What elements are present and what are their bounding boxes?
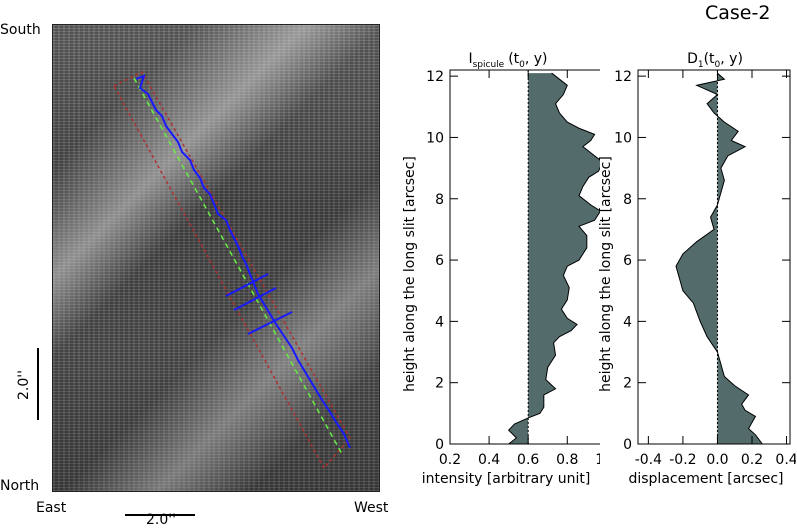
intensity-plot: Ispicule(t0, y) 0.2 0.4 0.6 0.8 1.0 0 2 4 6 8 10 12… — [402, 51, 600, 487]
spicule-box-outline — [112, 71, 351, 470]
y-tick-label: 0 — [623, 437, 632, 453]
cut-line-3 — [247, 311, 293, 335]
y-tick-label: 6 — [435, 253, 444, 269]
x-tick-label: -0.4 — [635, 452, 662, 468]
y-tick-label: 2 — [623, 376, 632, 392]
y-tick-label: 10 — [614, 130, 632, 146]
area-fill — [508, 73, 600, 444]
x-tick-label: 0.6 — [517, 452, 539, 468]
case-title: Case-2 — [705, 2, 771, 24]
x-tick-label: 0.4 — [478, 452, 500, 468]
horizontal-scale-label: 2.0'' — [146, 512, 176, 528]
profile-line — [675, 72, 763, 445]
y-tick-label: 12 — [614, 69, 632, 85]
label-east: East — [36, 500, 67, 516]
cut-line-1 — [225, 273, 269, 297]
y-tick-label: 4 — [623, 314, 632, 330]
intensity-xlabel: intensity [arbitrary unit] — [422, 471, 591, 487]
y-tick-label: 6 — [623, 253, 632, 269]
y-tick-label: 12 — [426, 69, 444, 85]
y-tick-label: 4 — [435, 314, 444, 330]
displacement-plot: D1(t0, y) -0.4 -0.2 0.0 0.2 0.4 0 2 4 6 8 10 12 dis… — [598, 51, 796, 487]
spicule-image — [52, 24, 380, 492]
label-north: North — [0, 478, 40, 494]
x-tick-label: 0.2 — [439, 452, 461, 468]
image-overlay — [112, 71, 351, 470]
plot-frame — [449, 69, 600, 445]
x-tick-label: 0.8 — [556, 452, 578, 468]
intensity-plot-area: 0.2 0.4 0.6 0.8 1.0 0 2 4 6 8 10 12 — [426, 69, 600, 468]
spicule-axis-line — [133, 77, 343, 455]
displacement-xlabel: displacement [arcsec] — [628, 471, 783, 487]
x-tick-label: 0.4 — [775, 452, 796, 468]
label-south: South — [0, 22, 41, 38]
vertical-scale-bar — [37, 348, 39, 420]
intensity-plot-title: Ispicule (t0, y) — [468, 51, 547, 70]
displacement-ylabel: height along the long slit [arcsec] — [598, 156, 614, 392]
displacement-plot-title: D1(t0, y) — [687, 51, 743, 70]
y-tick-label: 10 — [426, 130, 444, 146]
displacement-plot-area: -0.4 -0.2 0.0 0.2 0.4 0 2 4 6 8 10 12 — [614, 69, 796, 468]
y-tick-label: 2 — [435, 376, 444, 392]
plot-frame — [637, 69, 791, 445]
y-tick-label: 8 — [435, 192, 444, 208]
vertical-scale-label: 2.0'' — [16, 370, 32, 400]
y-tick-label: 8 — [623, 192, 632, 208]
intensity-ylabel: height along the long slit [arcsec] — [402, 156, 418, 392]
area-fill — [676, 73, 763, 444]
y-tick-label: 0 — [435, 437, 444, 453]
x-tick-label: 0.2 — [741, 452, 763, 468]
label-west: West — [354, 500, 389, 516]
x-tick-label: 1.0 — [595, 452, 600, 468]
x-tick-label: -0.2 — [669, 452, 696, 468]
x-tick-label: 0.0 — [706, 452, 728, 468]
cut-line-2 — [233, 287, 277, 311]
horizontal-scale-bar — [125, 514, 195, 516]
spicule-track-line — [135, 74, 351, 449]
profile-line — [507, 72, 600, 445]
